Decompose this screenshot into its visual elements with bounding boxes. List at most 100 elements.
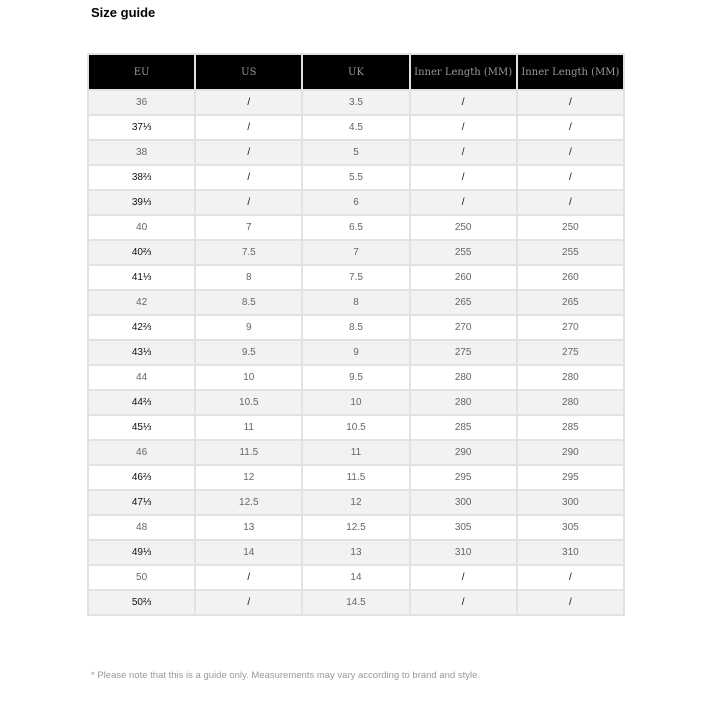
column-header: Inner Length (MM) xyxy=(408,53,518,91)
table-cell: 9 xyxy=(301,339,411,366)
table-cell: 280 xyxy=(408,364,518,391)
table-cell: 47⅓ xyxy=(86,489,197,516)
table-cell: 10 xyxy=(301,389,411,416)
page-title: Size guide xyxy=(91,5,156,20)
table-cell: 305 xyxy=(408,514,518,541)
table-row: 36/3.5// xyxy=(86,89,626,116)
table-row: 37⅓/4.5// xyxy=(86,114,626,141)
table-cell: 12 xyxy=(194,464,304,491)
table-row: 46⅔ 12 11.5 295 295 xyxy=(86,464,626,491)
table-cell: 300 xyxy=(408,489,518,516)
table-cell: 255 xyxy=(515,239,626,266)
table-cell: 5 xyxy=(301,139,411,166)
table-cell: / xyxy=(408,564,518,591)
table-cell: 13 xyxy=(194,514,304,541)
table-cell: 14 xyxy=(301,564,411,591)
table-row: 40⅔ 7.5 7 255 255 xyxy=(86,239,626,266)
table-row: 41⅓ 8 7.5 260 260 xyxy=(86,264,626,291)
table-cell: 44 xyxy=(86,364,197,391)
table-cell: 8.5 xyxy=(301,314,411,341)
table-cell: 11.5 xyxy=(194,439,304,466)
table-cell: 13 xyxy=(301,539,411,566)
table-cell: 280 xyxy=(515,389,626,416)
table-cell: 250 xyxy=(515,214,626,241)
table-cell: 260 xyxy=(408,264,518,291)
table-cell: 48 xyxy=(86,514,197,541)
table-cell: 250 xyxy=(408,214,518,241)
table-cell: 285 xyxy=(408,414,518,441)
table-row: 40 7 6.5 250 250 xyxy=(86,214,626,241)
table-cell: 50 xyxy=(86,564,197,591)
header-row: EU US UK Inner Length (MM) Inner Length (MM) xyxy=(86,53,626,91)
table-row: 38/5// xyxy=(86,139,626,166)
table-cell: 9.5 xyxy=(301,364,411,391)
table-cell: 11 xyxy=(301,439,411,466)
table-row: 47⅓ 12.5 12 300 300 xyxy=(86,489,626,516)
table-cell: 43⅓ xyxy=(86,339,197,366)
table-cell: / xyxy=(194,564,304,591)
table-cell: / xyxy=(194,139,304,166)
table-cell: 11 xyxy=(194,414,304,441)
table-cell: 5.5 xyxy=(301,164,411,191)
table-cell: 42 xyxy=(86,289,197,316)
table-cell: 37⅓ xyxy=(86,114,197,141)
table-cell: 290 xyxy=(515,439,626,466)
table-cell: 14 xyxy=(194,539,304,566)
column-header: EU xyxy=(86,53,197,91)
footnote: * Please note that this is a guide only.… xyxy=(91,670,481,681)
table-cell: 295 xyxy=(408,464,518,491)
table-cell: 39⅓ xyxy=(86,189,197,216)
table-row: 50/14// xyxy=(86,564,626,591)
table-cell: 8 xyxy=(301,289,411,316)
table-cell: / xyxy=(194,114,304,141)
column-header: Inner Length (MM) xyxy=(515,53,626,91)
table-cell: 275 xyxy=(515,339,626,366)
table-row: 39⅓/6// xyxy=(86,189,626,216)
table-cell: 280 xyxy=(408,389,518,416)
table-cell: 295 xyxy=(515,464,626,491)
table-row: 45⅓ 11 10.5 285 285 xyxy=(86,414,626,441)
table-row: 49⅓ 14 13 310 310 xyxy=(86,539,626,566)
table-cell: 45⅓ xyxy=(86,414,197,441)
table-cell: 9.5 xyxy=(194,339,304,366)
column-header: UK xyxy=(301,53,411,91)
table-cell: 260 xyxy=(515,264,626,291)
table-cell: 255 xyxy=(408,239,518,266)
table-cell: / xyxy=(515,114,626,141)
table-cell: 50⅔ xyxy=(86,589,197,616)
table-cell: / xyxy=(408,89,518,116)
table-cell: 11.5 xyxy=(301,464,411,491)
table-cell: 280 xyxy=(515,364,626,391)
size-table: EU US UK Inner Length (MM) Inner Length (MM)… xyxy=(86,53,626,616)
table-cell: 310 xyxy=(515,539,626,566)
table-cell: 6 xyxy=(301,189,411,216)
table-cell: / xyxy=(515,89,626,116)
table-cell: 10.5 xyxy=(301,414,411,441)
table-cell: 9 xyxy=(194,314,304,341)
table-cell: / xyxy=(408,139,518,166)
table-cell: 305 xyxy=(515,514,626,541)
table-cell: 12.5 xyxy=(194,489,304,516)
table-row: 42 8.5 8 265 265 xyxy=(86,289,626,316)
table-row: 42⅔ 9 8.5 270 270 xyxy=(86,314,626,341)
table-cell: 12.5 xyxy=(301,514,411,541)
table-cell: 14.5 xyxy=(301,589,411,616)
table-cell: 3.5 xyxy=(301,89,411,116)
table-cell: 40⅔ xyxy=(86,239,197,266)
table-row: 50⅔/14.5// xyxy=(86,589,626,616)
table-cell: 12 xyxy=(301,489,411,516)
table-cell: 8 xyxy=(194,264,304,291)
table-cell: 40 xyxy=(86,214,197,241)
table-cell: / xyxy=(515,139,626,166)
table-row: 38⅔/5.5// xyxy=(86,164,626,191)
table-cell: 7 xyxy=(301,239,411,266)
table-row: 46 11.5 11 290 290 xyxy=(86,439,626,466)
column-header: US xyxy=(194,53,304,91)
table-cell: 270 xyxy=(515,314,626,341)
table-cell: 310 xyxy=(408,539,518,566)
table-cell: 41⅓ xyxy=(86,264,197,291)
table-cell: 6.5 xyxy=(301,214,411,241)
table-cell: 270 xyxy=(408,314,518,341)
table-row: 44⅔ 10.5 10 280 280 xyxy=(86,389,626,416)
table-cell: / xyxy=(194,89,304,116)
